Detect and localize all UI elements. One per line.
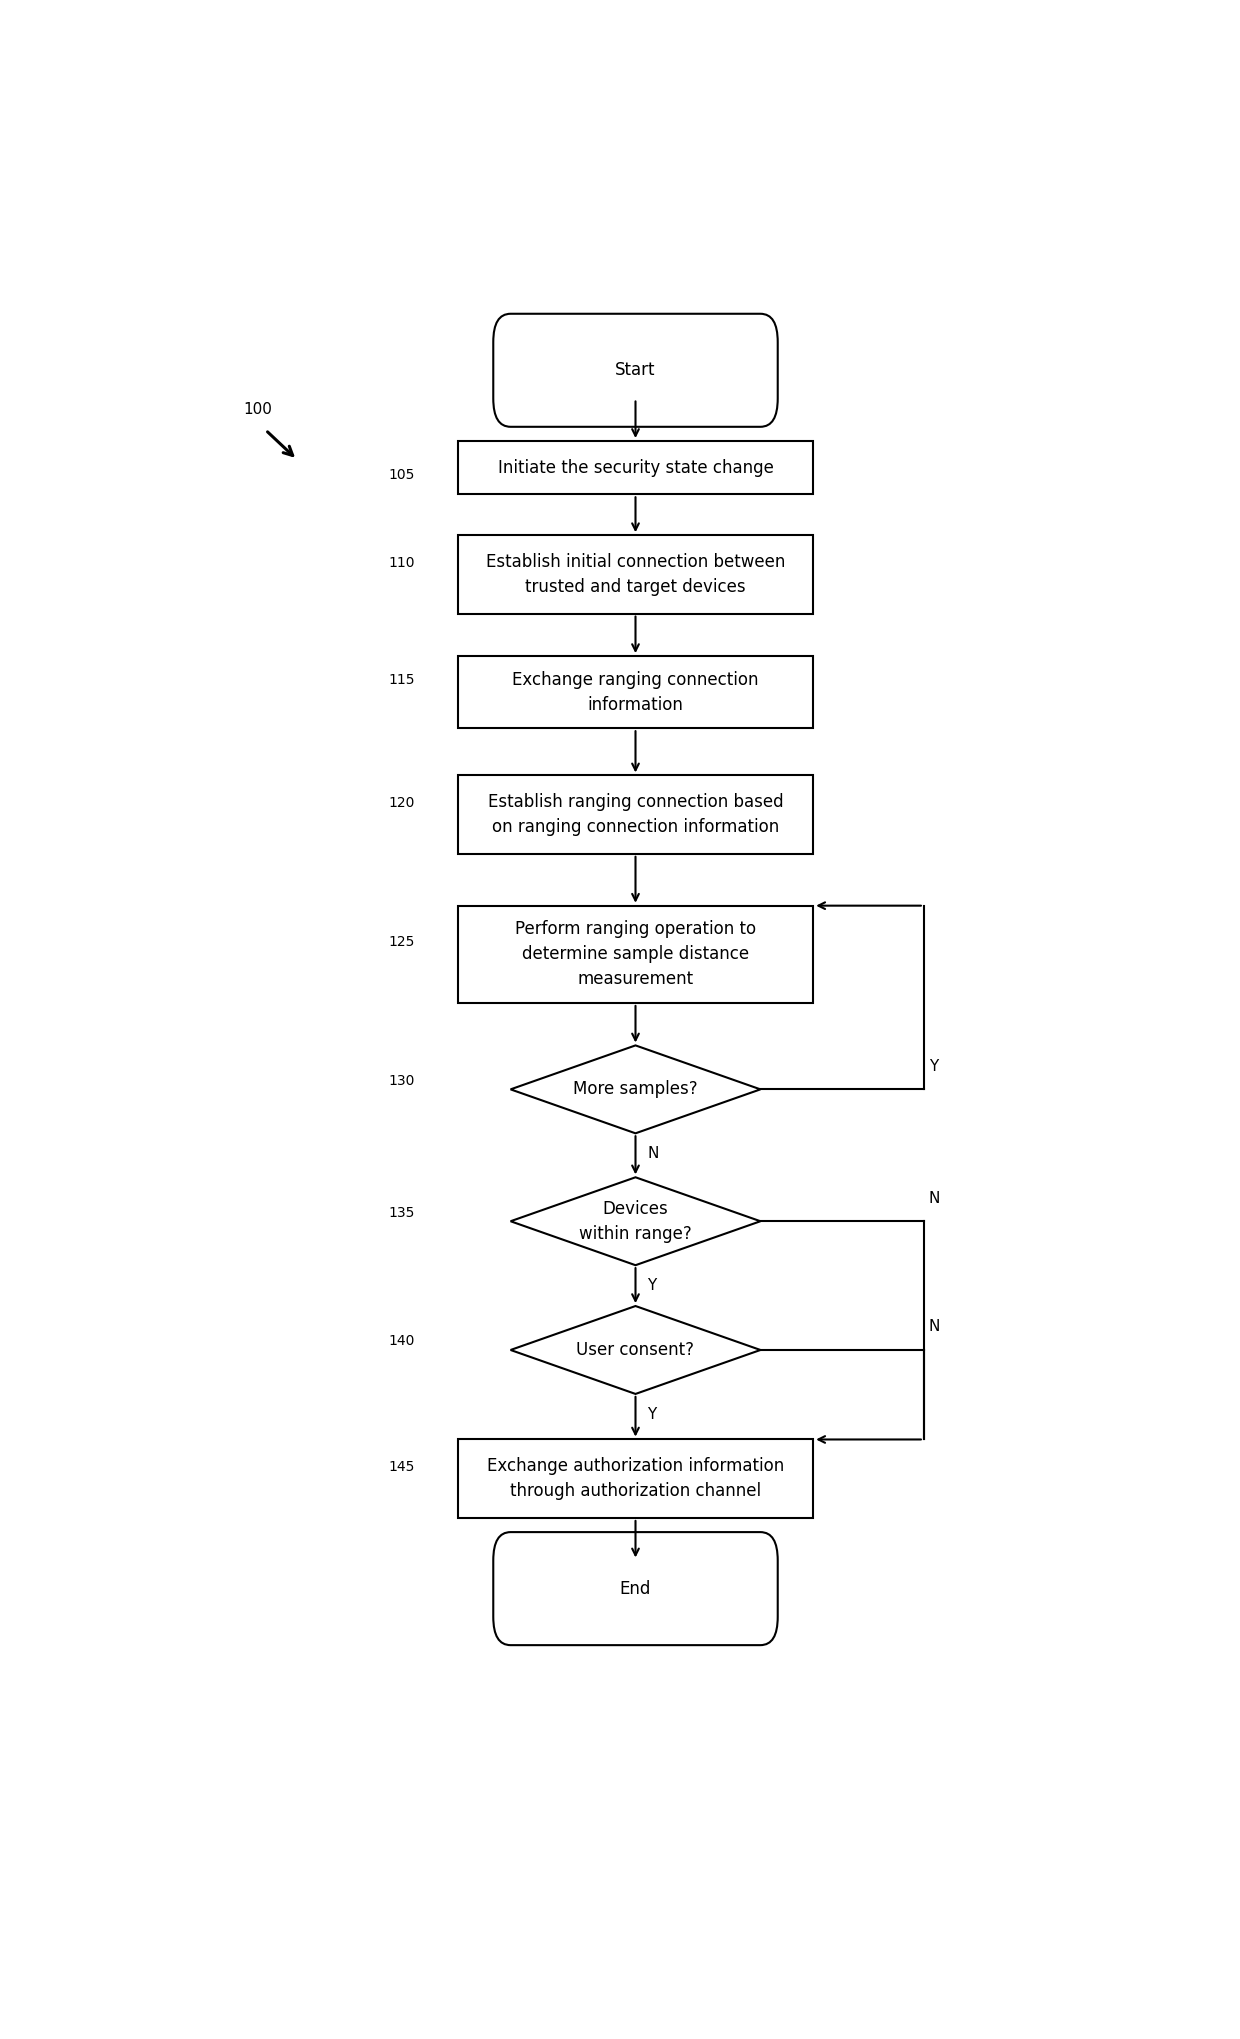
Text: 145: 145 (388, 1460, 414, 1474)
Bar (458, 1440, 813, 1517)
Text: Devices
within range?: Devices within range? (579, 1199, 692, 1242)
Text: Establish ranging connection based
on ranging connection information: Establish ranging connection based on ra… (487, 793, 784, 836)
Text: 125: 125 (388, 936, 414, 950)
Bar (458, 534, 813, 614)
Text: Y: Y (647, 1407, 656, 1421)
Text: Y: Y (647, 1278, 656, 1293)
Text: Exchange ranging connection
information: Exchange ranging connection information (512, 671, 759, 714)
Text: N: N (929, 1191, 940, 1205)
Text: User consent?: User consent? (577, 1342, 694, 1358)
Text: Perform ranging operation to
determine sample distance
measurement: Perform ranging operation to determine s… (515, 920, 756, 989)
Text: 110: 110 (388, 555, 414, 569)
Text: 140: 140 (388, 1334, 414, 1348)
FancyBboxPatch shape (494, 1531, 777, 1645)
Text: 105: 105 (388, 467, 414, 481)
Bar (458, 775, 813, 854)
Text: 130: 130 (388, 1075, 414, 1087)
Text: Start: Start (615, 361, 656, 379)
Text: 120: 120 (388, 795, 414, 809)
Bar (458, 440, 813, 493)
Polygon shape (511, 1046, 760, 1134)
Text: N: N (647, 1146, 658, 1160)
Text: More samples?: More samples? (573, 1081, 698, 1099)
Text: Establish initial connection between
trusted and target devices: Establish initial connection between tru… (486, 553, 785, 595)
Bar (458, 657, 813, 728)
Text: 135: 135 (388, 1205, 414, 1219)
Bar (458, 905, 813, 1003)
Text: Exchange authorization information
through authorization channel: Exchange authorization information throu… (487, 1458, 784, 1501)
Text: Y: Y (929, 1058, 937, 1075)
Text: Initiate the security state change: Initiate the security state change (497, 459, 774, 477)
Text: 100: 100 (243, 402, 273, 418)
Text: End: End (620, 1580, 651, 1599)
Text: 115: 115 (388, 673, 414, 687)
Polygon shape (511, 1307, 760, 1395)
Text: N: N (929, 1319, 940, 1334)
Polygon shape (511, 1177, 760, 1264)
FancyBboxPatch shape (494, 314, 777, 426)
